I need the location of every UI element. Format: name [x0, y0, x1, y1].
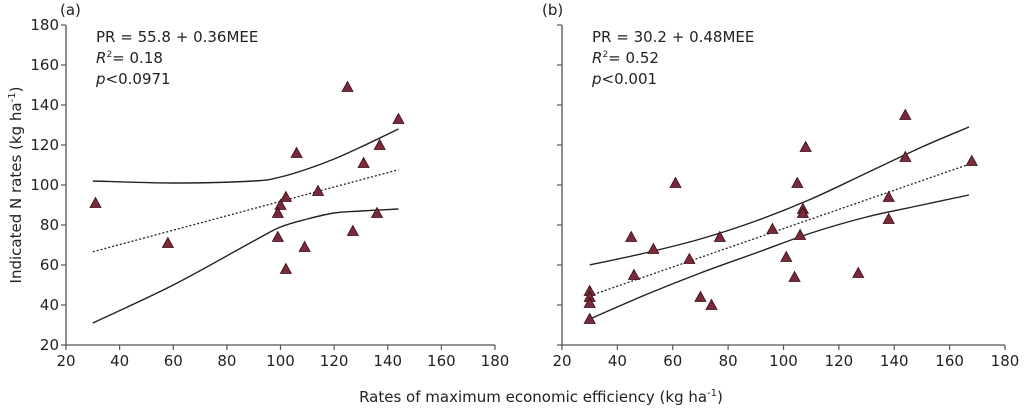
x-tick-label: 180 — [991, 352, 1020, 370]
y-tick-label: 160 — [30, 56, 59, 74]
x-tick-label: 120 — [320, 352, 349, 370]
x-axis-label-sup: -1 — [707, 388, 717, 399]
y-tick-label: 60 — [40, 256, 59, 274]
data-point — [965, 154, 978, 166]
data-point — [357, 156, 370, 168]
data-point — [161, 236, 175, 248]
y-tick-label: 40 — [40, 296, 59, 314]
data-point — [583, 312, 596, 324]
data-point — [705, 298, 718, 310]
confidence-band-upper — [92, 128, 399, 184]
data-point — [279, 190, 293, 202]
x-tick-label: 60 — [164, 352, 183, 370]
x-tick-label: 160 — [427, 352, 456, 370]
data-point — [271, 206, 284, 218]
equation-text: PR = 55.8 + 0.36MEE — [96, 28, 258, 46]
data-point — [882, 212, 895, 224]
y-tick-label: 120 — [30, 136, 59, 154]
data-point — [669, 176, 682, 188]
equation-text: PR = 30.2 + 0.48MEE — [592, 28, 754, 46]
data-point — [791, 176, 804, 188]
data-point — [852, 266, 865, 278]
regression-line — [92, 169, 399, 253]
y-tick-label: 80 — [40, 216, 59, 234]
x-tick-label: 40 — [110, 352, 129, 370]
data-point — [799, 140, 812, 152]
data-point — [290, 146, 303, 158]
y-axis-label: Indicated N rates (kg ha-1) — [7, 87, 25, 284]
confidence-band-lower — [92, 208, 399, 324]
y-tick-label: 100 — [30, 176, 59, 194]
x-tick-label: 20 — [552, 352, 571, 370]
panel-b: 20 40 60 80 100 120 140 160 180 (b) PR = 30.2 + 0.… — [542, 1, 1019, 370]
r-squared-text: R2= 0.52 — [592, 49, 659, 67]
y-tick-label: 20 — [40, 336, 59, 354]
data-point — [583, 296, 596, 308]
data-point — [793, 228, 807, 240]
y-tick-label: 180 — [30, 16, 59, 34]
data-point — [89, 196, 102, 208]
data-point — [346, 224, 360, 236]
x-tick-label: 140 — [880, 352, 909, 370]
data-point — [788, 270, 801, 282]
data-point — [627, 268, 641, 280]
data-point — [899, 108, 912, 120]
data-point — [625, 230, 638, 242]
y-tick-label: 140 — [30, 96, 59, 114]
data-point — [766, 222, 779, 234]
x-axis-label: Rates of maximum economic efficiency (kg… — [359, 388, 723, 406]
y-axis-label-sup: -1 — [7, 92, 18, 102]
data-point — [683, 252, 696, 264]
data-point — [279, 262, 293, 274]
x-tick-label: 180 — [481, 352, 510, 370]
data-point — [271, 230, 284, 242]
x-tick-label: 40 — [608, 352, 627, 370]
x-tick-label: 100 — [266, 352, 295, 370]
regression-line — [589, 163, 970, 297]
panel-label: (a) — [60, 1, 81, 19]
x-tick-label: 140 — [373, 352, 402, 370]
data-point — [392, 112, 405, 124]
data-point — [796, 206, 810, 218]
data-point — [694, 290, 707, 302]
data-point — [311, 184, 325, 196]
data-point — [298, 240, 311, 252]
data-point — [780, 250, 793, 262]
data-point — [899, 150, 912, 162]
x-tick-label: 80 — [217, 352, 236, 370]
data-point — [647, 242, 660, 254]
panel-label: (b) — [542, 1, 563, 19]
data-point — [713, 230, 726, 242]
x-tick-label: 120 — [825, 352, 854, 370]
x-tick-label: 160 — [935, 352, 964, 370]
p-value-text: p<0.001 — [591, 70, 657, 88]
x-tick-label: 80 — [719, 352, 738, 370]
x-tick-label: 100 — [769, 352, 798, 370]
confidence-band-lower — [589, 194, 970, 320]
p-value-text: p<0.0971 — [95, 70, 171, 88]
data-point — [882, 190, 895, 202]
data-point — [373, 138, 386, 150]
x-tick-label: 60 — [663, 352, 682, 370]
r-squared-text: R2= 0.18 — [96, 49, 163, 67]
data-point — [370, 206, 384, 218]
data-point — [341, 80, 354, 92]
x-tick-label: 20 — [56, 352, 75, 370]
panel-a: 20 40 60 80 100 120 140 160 180 20 40 60 80 100 120 140… — [30, 1, 509, 370]
